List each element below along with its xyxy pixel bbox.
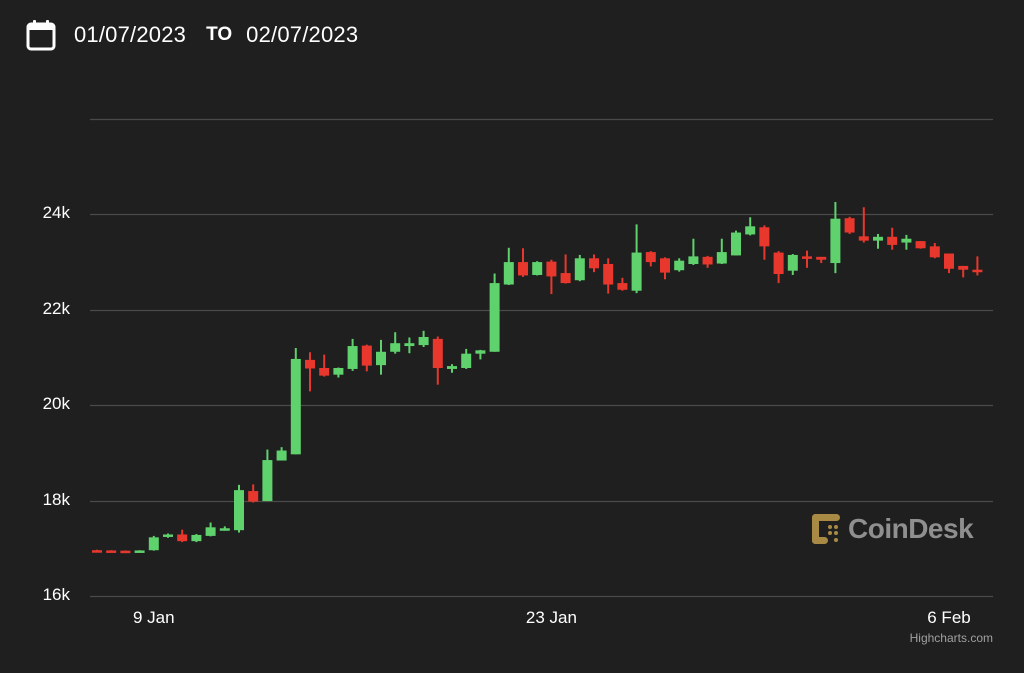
candle-down[interactable] (603, 258, 614, 294)
y-axis-label: 16k (42, 584, 70, 604)
candle-down[interactable] (802, 250, 812, 268)
candle-down[interactable] (92, 549, 102, 553)
candle-down[interactable] (929, 243, 940, 259)
start-date[interactable]: 01/07/2023 (74, 22, 187, 47)
candle-down[interactable] (858, 207, 869, 243)
end-date[interactable]: 02/07/2023 (246, 22, 359, 47)
candle-up[interactable] (376, 339, 386, 375)
candle-down[interactable] (546, 259, 557, 295)
candle-down[interactable] (319, 354, 330, 377)
candle-up[interactable] (262, 449, 273, 502)
candle-up[interactable] (787, 253, 798, 275)
candle-down[interactable] (702, 255, 713, 268)
candle-up[interactable] (830, 201, 841, 274)
candle-down[interactable] (589, 254, 599, 273)
candle-down[interactable] (560, 254, 571, 284)
candle-up[interactable] (163, 533, 173, 538)
candle-down[interactable] (432, 336, 443, 385)
candle-up[interactable] (731, 230, 741, 256)
x-axis-label: 6 Feb (927, 608, 971, 627)
coindesk-watermark: CoinDesk (810, 512, 974, 546)
candle-up[interactable] (404, 337, 415, 354)
candle-up[interactable] (148, 535, 159, 551)
candle-up[interactable] (532, 261, 543, 276)
candle-up[interactable] (418, 330, 429, 348)
coindesk-logo-icon (812, 514, 840, 544)
date-range-picker[interactable]: 01/07/2023 TO 02/07/2023 (26, 18, 358, 52)
candle-down[interactable] (106, 550, 117, 553)
highcharts-credits-link[interactable]: Highcharts.com (909, 631, 993, 645)
coindesk-wordmark: CoinDesk (848, 513, 974, 544)
candle-down[interactable] (120, 550, 131, 554)
candle-down[interactable] (248, 484, 259, 503)
candle-up[interactable] (219, 526, 230, 531)
x-axis-label: 23 Jan (525, 608, 577, 627)
candles (92, 201, 983, 554)
y-axis-label: 24k (42, 202, 70, 222)
candle-up[interactable] (901, 234, 912, 250)
candle-up[interactable] (191, 533, 202, 543)
y-axis-label: 18k (42, 489, 70, 509)
candle-up[interactable] (347, 338, 358, 371)
candle-up[interactable] (873, 233, 883, 249)
candle-down[interactable] (617, 277, 628, 291)
candle-up[interactable] (205, 522, 216, 537)
candle-up[interactable] (290, 347, 301, 455)
candle-up[interactable] (134, 550, 145, 553)
candle-down[interactable] (645, 251, 656, 267)
candle-down[interactable] (773, 251, 784, 284)
y-axis-label: 22k (42, 298, 70, 318)
candle-up[interactable] (688, 238, 699, 265)
candle-up[interactable] (489, 273, 500, 352)
candle-down[interactable] (177, 529, 188, 543)
candle-up[interactable] (333, 367, 344, 378)
candle-up[interactable] (276, 447, 287, 461)
candle-down[interactable] (759, 225, 770, 260)
candle-up[interactable] (574, 254, 585, 282)
to-label: TO (206, 24, 233, 45)
candle-down[interactable] (944, 253, 954, 274)
candle-up[interactable] (390, 332, 401, 354)
candle-down[interactable] (958, 265, 969, 278)
candle-down[interactable] (361, 344, 372, 372)
x-axis-label: 9 Jan (133, 608, 175, 627)
candle-up[interactable] (674, 258, 685, 272)
candle-down[interactable] (305, 352, 315, 392)
candle-down[interactable] (972, 256, 983, 276)
candle-up[interactable] (475, 349, 486, 360)
candle-up[interactable] (461, 348, 472, 369)
candle-up[interactable] (716, 238, 727, 265)
calendar-icon[interactable] (26, 19, 56, 51)
candle-down[interactable] (816, 256, 827, 264)
candle-up[interactable] (447, 364, 457, 373)
candle-up[interactable] (745, 217, 756, 236)
candle-up[interactable] (234, 484, 244, 533)
candle-down[interactable] (887, 227, 898, 250)
candle-down[interactable] (844, 216, 855, 234)
candle-down[interactable] (518, 248, 528, 277)
candle-up[interactable] (631, 224, 642, 294)
candle-down[interactable] (660, 257, 670, 280)
y-axis-label: 20k (42, 393, 70, 413)
candle-down[interactable] (915, 241, 926, 249)
candle-up[interactable] (503, 247, 514, 285)
